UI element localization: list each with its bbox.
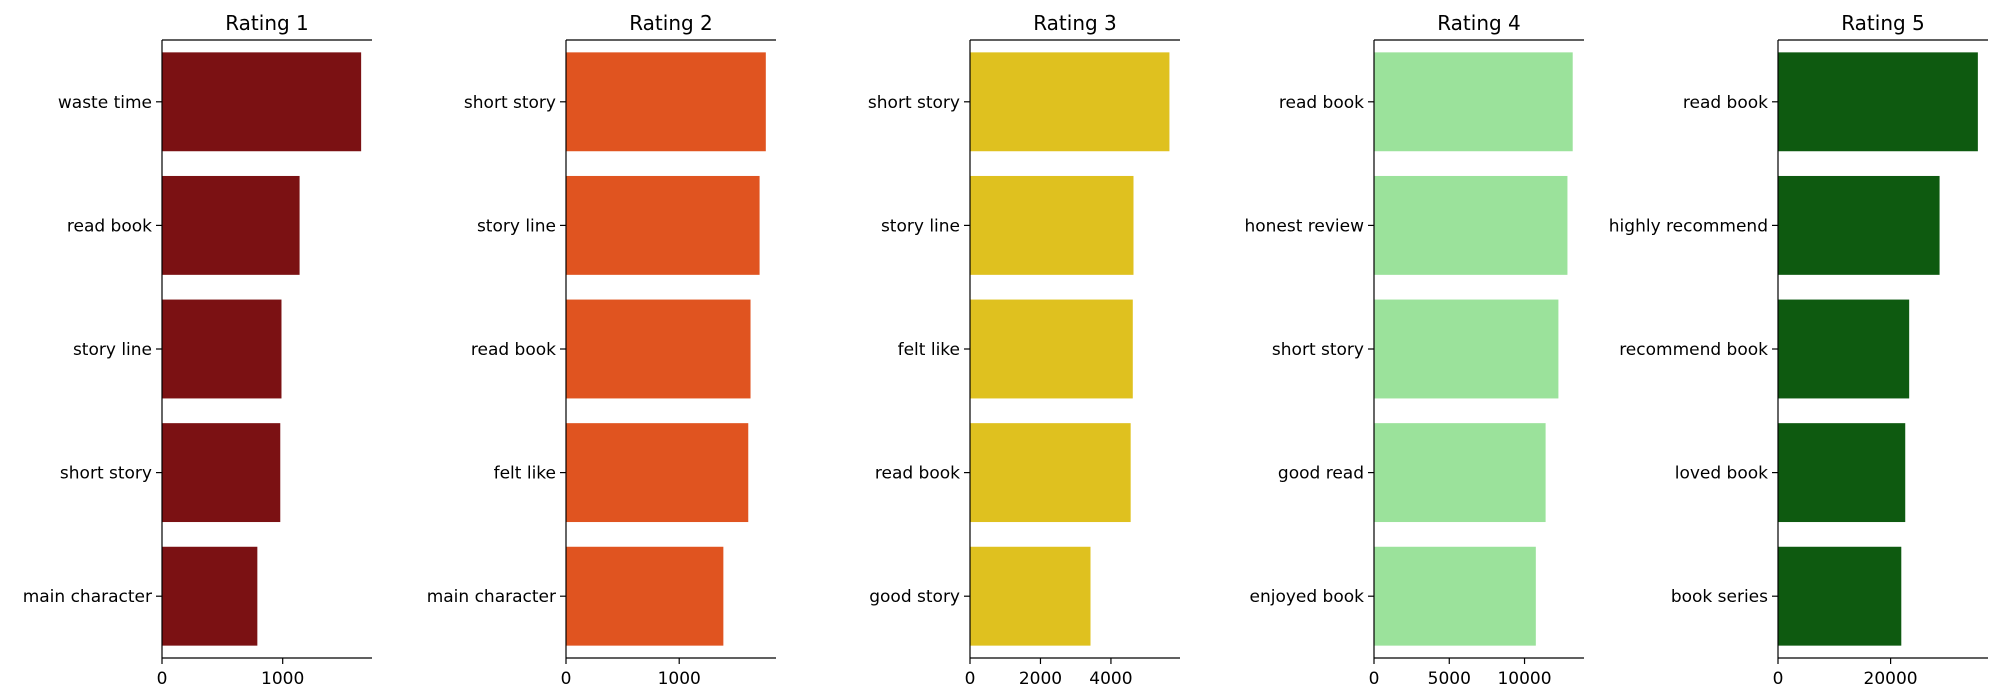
chart-panel-2: Rating 2 short story story line read book fe…	[427, 11, 776, 689]
bar	[162, 546, 258, 646]
bar	[1374, 175, 1568, 275]
category-label: read book	[67, 216, 152, 236]
category-label: main character	[23, 587, 152, 607]
category-label: waste time	[58, 93, 152, 113]
bar	[970, 546, 1091, 646]
bar	[566, 423, 749, 523]
category-label: book series	[1671, 587, 1768, 607]
bar	[1374, 299, 1559, 399]
chart-title: Rating 3	[1033, 11, 1117, 35]
bar	[566, 175, 760, 275]
bar	[970, 299, 1133, 399]
chart-title: Rating 5	[1841, 11, 1925, 35]
chart-panel-4: Rating 4 read book honest review short stor…	[1244, 11, 1584, 689]
x-tick-label: 1000	[658, 669, 701, 689]
bar	[1778, 175, 1940, 275]
category-label: felt like	[494, 464, 556, 484]
category-label: short story	[868, 93, 960, 113]
chart-title: Rating 4	[1437, 11, 1521, 35]
bar	[566, 299, 751, 399]
category-label: read book	[875, 464, 960, 484]
x-tick-label: 5000	[1428, 669, 1471, 689]
bar	[566, 546, 724, 646]
category-label: story line	[881, 216, 960, 236]
category-label: loved book	[1675, 464, 1768, 484]
x-tick-label: 1000	[261, 669, 304, 689]
x-tick-label: 0	[1369, 669, 1380, 689]
category-label: good read	[1278, 464, 1364, 484]
x-tick-label: 10000	[1497, 669, 1551, 689]
bar	[1778, 423, 1906, 523]
bar	[970, 52, 1170, 152]
category-label: read book	[471, 340, 556, 360]
bar	[162, 299, 282, 399]
chart-panel-1: Rating 1 waste time read book story line sho…	[23, 11, 372, 689]
x-tick-label: 0	[965, 669, 976, 689]
category-label: felt like	[898, 340, 960, 360]
bar	[1374, 423, 1546, 523]
chart-panel-3: Rating 3 short story story line felt like re…	[868, 11, 1180, 689]
category-label: story line	[477, 216, 556, 236]
x-tick-label: 2000	[1019, 669, 1062, 689]
bar	[1778, 52, 1978, 152]
category-label: read book	[1683, 93, 1768, 113]
bar	[1374, 546, 1536, 646]
bar	[566, 52, 766, 152]
category-label: short story	[1272, 340, 1364, 360]
bar	[162, 52, 362, 152]
category-label: enjoyed book	[1249, 587, 1364, 607]
x-tick-label: 0	[1773, 669, 1784, 689]
category-label: short story	[60, 464, 152, 484]
category-label: story line	[73, 340, 152, 360]
category-label: read book	[1279, 93, 1364, 113]
category-label: short story	[464, 93, 556, 113]
x-tick-label: 0	[157, 669, 168, 689]
bar	[162, 423, 281, 523]
category-label: good story	[869, 587, 960, 607]
chart-panel-5: Rating 5 read book highly recommend recomme…	[1609, 11, 1988, 689]
bar	[970, 423, 1131, 523]
category-label: recommend book	[1619, 340, 1768, 360]
chart-title: Rating 1	[225, 11, 309, 35]
bar	[1374, 52, 1573, 152]
chart-title: Rating 2	[629, 11, 713, 35]
x-tick-label: 20000	[1864, 669, 1918, 689]
bar	[1778, 299, 1910, 399]
category-label: main character	[427, 587, 556, 607]
x-tick-label: 4000	[1089, 669, 1132, 689]
x-tick-label: 0	[561, 669, 572, 689]
category-label: highly recommend	[1609, 216, 1768, 236]
bar	[970, 175, 1134, 275]
bar	[1778, 546, 1902, 646]
category-label: honest review	[1244, 216, 1364, 236]
bar	[162, 175, 300, 275]
